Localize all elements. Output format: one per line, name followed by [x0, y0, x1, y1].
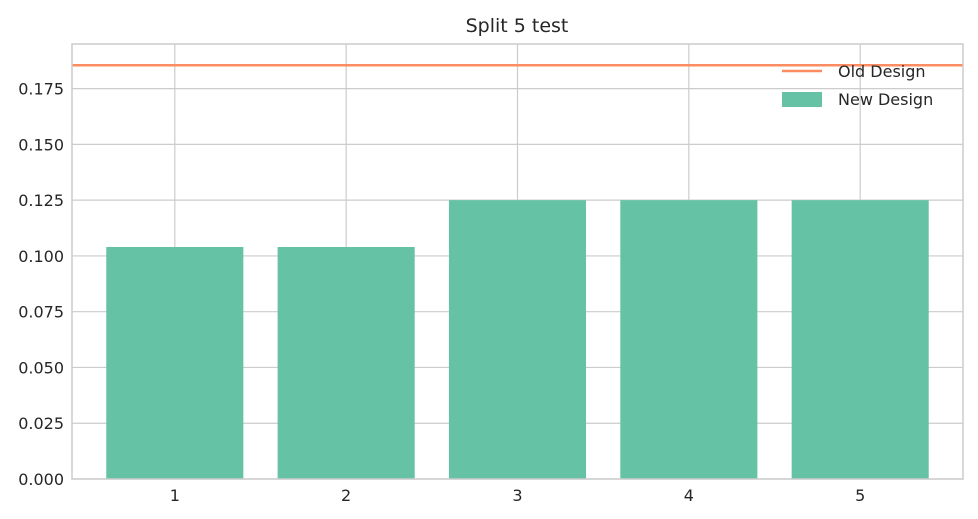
y-tick-labels: 0.000 0.025 0.050 0.075 0.100 0.125 0.150 0.175	[18, 80, 64, 489]
x-tick-label: 3	[512, 486, 522, 505]
x-tick-label: 2	[341, 486, 351, 505]
legend: Old Design New Design	[782, 62, 933, 109]
y-tick-label: 0.050	[18, 358, 64, 377]
bar	[448, 200, 587, 479]
chart-title: Split 5 test	[466, 15, 569, 37]
x-tick-label: 4	[684, 486, 694, 505]
legend-swatch-new-design	[782, 92, 822, 107]
bar	[791, 200, 929, 479]
y-tick-label: 0.125	[18, 191, 64, 210]
bar	[106, 247, 244, 479]
x-tick-label: 1	[170, 486, 180, 505]
x-tick-labels: 1 2 3 4 5	[170, 486, 866, 505]
bar-layer	[106, 200, 929, 479]
y-tick-label: 0.175	[18, 80, 64, 99]
bar	[620, 200, 758, 479]
legend-label-old-design: Old Design	[838, 62, 926, 81]
y-tick-label: 0.075	[18, 303, 64, 322]
y-tick-label: 0.150	[18, 135, 64, 154]
bar	[277, 247, 415, 479]
x-tick-label: 5	[855, 486, 865, 505]
y-tick-label: 0.000	[18, 470, 64, 489]
plot-frame	[71, 43, 964, 480]
y-tick-label: 0.100	[18, 247, 64, 266]
legend-label-new-design: New Design	[838, 90, 933, 109]
y-tick-label: 0.025	[18, 414, 64, 433]
